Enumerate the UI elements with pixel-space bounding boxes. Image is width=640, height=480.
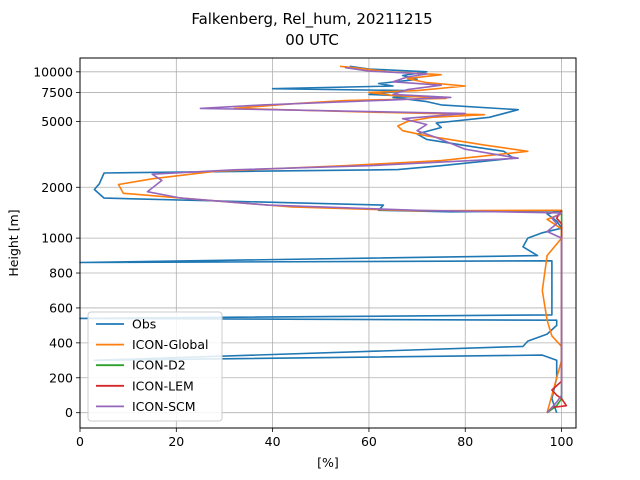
- series-line-icon-scm: [146, 66, 563, 414]
- y-tick-label: 800: [49, 266, 73, 281]
- y-axis-label: Height [m]: [6, 209, 21, 276]
- series-layer: [79, 65, 568, 414]
- y-tick-label: 1000: [41, 231, 73, 246]
- series-line-icon-lem: [546, 209, 568, 414]
- x-tick-label: 60: [361, 434, 377, 449]
- y-tick-label: 200: [49, 370, 73, 385]
- legend-box: [87, 311, 223, 422]
- x-tick-label: 40: [265, 434, 281, 449]
- y-tick-label: 0: [65, 405, 73, 420]
- y-tick-label: 5000: [41, 114, 73, 129]
- x-tick-label: 80: [457, 434, 473, 449]
- y-tick-label: 7500: [41, 85, 73, 100]
- ticks: 0 20 40 60 80 1000200400600800100020005000750…: [33, 64, 573, 449]
- legend-entry: ICON-SCM: [132, 399, 196, 414]
- legend-entry: ICON-Global: [132, 337, 208, 352]
- x-tick-label: 0: [76, 434, 84, 449]
- legend-entry: ICON-D2: [132, 358, 186, 373]
- x-tick-label: 100: [550, 434, 574, 449]
- x-axis-label: [%]: [317, 455, 339, 470]
- legend-entry: ICON-LEM: [132, 378, 194, 393]
- x-tick-label: 20: [168, 434, 184, 449]
- chart-subtitle: 00 UTC: [285, 31, 339, 49]
- plot-frame: [79, 57, 577, 429]
- y-tick-label: 10000: [33, 64, 73, 79]
- legend-entry: Obs: [132, 317, 156, 332]
- series-line-icon-global: [117, 65, 563, 413]
- y-tick-label: 2000: [41, 180, 73, 195]
- legend: Obs ICON-Global ICON-D2 ICON-LEM ICON-SCM: [87, 311, 223, 422]
- y-tick-label: 400: [49, 335, 73, 350]
- y-tick-label: 600: [49, 300, 73, 315]
- chart-title: Falkenberg, Rel_hum, 20211215: [191, 10, 432, 29]
